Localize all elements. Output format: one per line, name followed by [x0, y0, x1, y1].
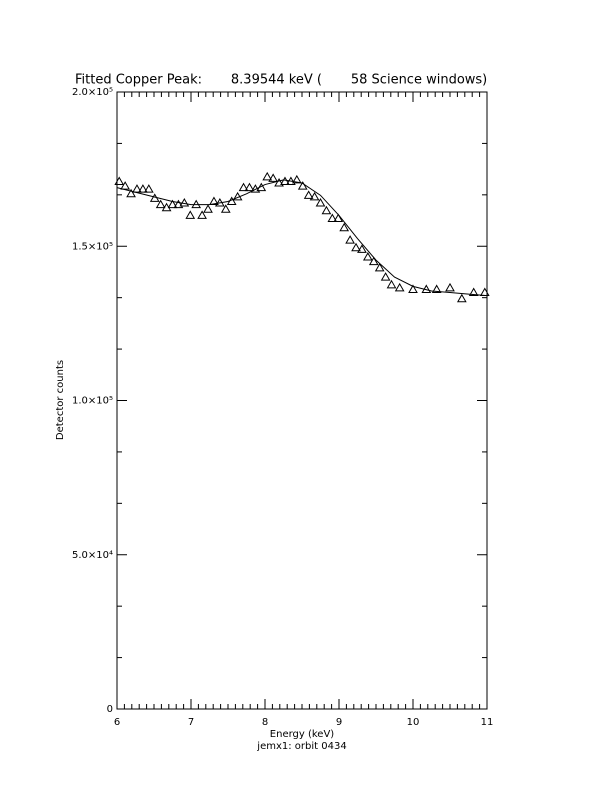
data-point	[408, 284, 418, 293]
data-point	[274, 178, 284, 187]
y-tick-label: 5.0×10⁴	[72, 550, 113, 561]
data-point	[167, 199, 178, 209]
data-point	[327, 213, 338, 222]
data-point	[297, 181, 308, 190]
data-point	[203, 204, 213, 213]
data-point	[303, 190, 314, 199]
data-point	[315, 198, 326, 207]
data-point	[126, 188, 136, 198]
x-tick-label: 8	[262, 717, 268, 728]
data-point	[456, 293, 467, 303]
x-tick-label: 11	[481, 717, 494, 728]
data-point	[357, 244, 367, 253]
data-point	[333, 213, 344, 222]
data-point	[268, 173, 279, 182]
y-tick-label: 1.0×10⁵	[72, 396, 113, 407]
subtitle: jemx1: orbit 0434	[256, 741, 346, 752]
data-point	[220, 204, 231, 213]
data-point	[321, 205, 332, 215]
data-point	[368, 256, 379, 266]
data-point	[468, 287, 479, 297]
y-tick-label: 0	[107, 704, 113, 715]
data-point	[120, 181, 131, 190]
plot-frame	[116, 91, 488, 710]
data-point	[479, 287, 490, 297]
data-point	[209, 196, 219, 206]
data-point	[374, 262, 385, 272]
data-point	[351, 242, 361, 252]
data-point	[431, 284, 442, 293]
data-point	[197, 210, 207, 219]
data-point	[291, 174, 302, 184]
data-point	[345, 235, 355, 244]
data-point	[386, 279, 397, 289]
data-point	[143, 184, 154, 193]
y-axis-label: Detector counts	[55, 360, 66, 440]
data-point	[185, 210, 196, 219]
data-point	[155, 199, 166, 209]
data-point	[362, 252, 373, 261]
data-point	[262, 171, 273, 181]
y-tick-label: 2.0×10⁵	[72, 87, 113, 98]
fit-line	[116, 179, 488, 297]
chart-title: Fitted Copper Peak: 8.39544 keV ( 58 Sci…	[75, 73, 487, 88]
data-point	[191, 199, 202, 209]
data-point	[179, 198, 190, 207]
data-point	[114, 176, 125, 185]
x-axis-label: Energy (keV)	[270, 729, 335, 740]
x-tick-label: 10	[407, 717, 420, 728]
x-tick-label: 7	[188, 717, 194, 728]
data-point	[244, 182, 255, 192]
x-tick-label: 9	[336, 717, 342, 728]
data-point	[339, 222, 350, 232]
data-point	[445, 282, 455, 292]
data-point	[380, 272, 391, 281]
x-tick-label: 6	[114, 717, 120, 728]
data-point	[138, 184, 148, 193]
data-point	[238, 182, 249, 192]
y-tick-label: 1.5×10⁵	[72, 241, 113, 252]
data-point	[394, 282, 405, 292]
data-point	[173, 199, 184, 209]
data-point	[309, 191, 320, 201]
